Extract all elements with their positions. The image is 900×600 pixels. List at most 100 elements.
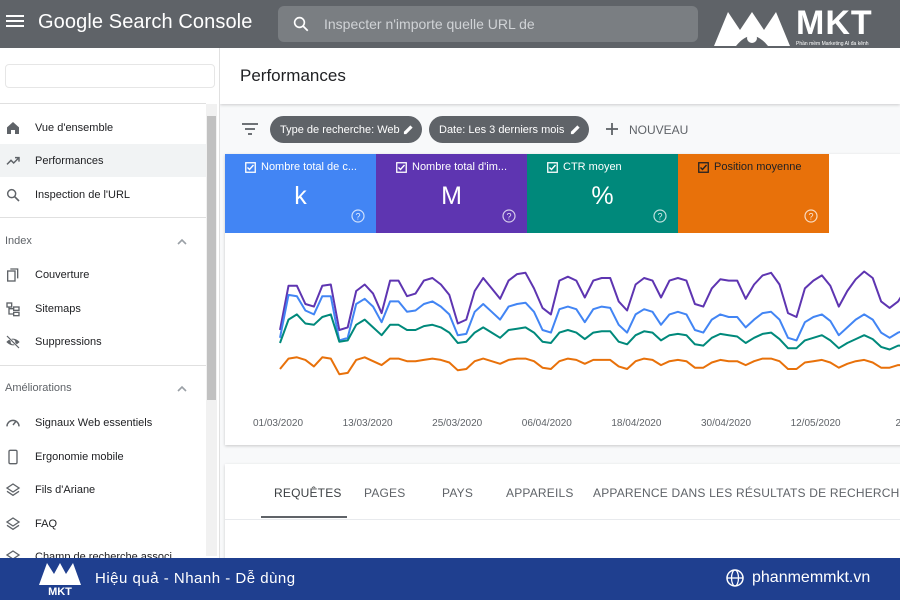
help-circle-icon[interactable]: ? bbox=[502, 209, 516, 223]
x-tick-label: 13/03/2020 bbox=[343, 418, 393, 429]
sidebar-section-title: Index bbox=[5, 235, 32, 247]
active-tab-indicator bbox=[261, 516, 347, 518]
sidebar-item-performance[interactable]: Performances bbox=[0, 144, 206, 177]
property-selector[interactable] bbox=[5, 64, 215, 88]
promo-logo-text: MKT bbox=[48, 586, 72, 597]
sidebar-item-sitemaps[interactable]: Sitemaps bbox=[0, 292, 206, 325]
chevron-up-icon bbox=[177, 385, 187, 392]
hamburger-menu-icon[interactable] bbox=[6, 12, 24, 30]
trending-up-icon bbox=[6, 156, 20, 165]
metric-tile-0[interactable]: Nombre total de c... k? bbox=[225, 154, 376, 233]
plus-icon bbox=[606, 123, 618, 135]
tabs-divider bbox=[225, 519, 900, 520]
series-line-0 bbox=[279, 270, 900, 331]
sidebar-item-core-web-vitals[interactable]: Signaux Web essentiels bbox=[0, 406, 206, 439]
x-tick-label: 25/03/2020 bbox=[432, 418, 482, 429]
promo-banner: MKT Hiệu quả - Nhanh - Dễ dùng phanmemmk… bbox=[0, 558, 900, 600]
filter-icon[interactable] bbox=[242, 122, 258, 136]
sidebar-item-label: Fils d'Ariane bbox=[35, 483, 96, 496]
sidebar-item-breadcrumbs[interactable]: Fils d'Ariane bbox=[0, 473, 206, 506]
filter-bar: Type de recherche: Web Date: Les 3 derni… bbox=[220, 110, 900, 150]
file-copy-icon bbox=[6, 267, 19, 282]
tab-countries[interactable]: PAYS bbox=[442, 486, 474, 500]
sidebar-scrollbar[interactable] bbox=[206, 104, 217, 556]
sidebar-item-coverage[interactable]: Couverture bbox=[0, 258, 206, 291]
chip-label: Date: Les 3 derniers mois bbox=[439, 123, 565, 136]
edit-pencil-icon bbox=[403, 125, 413, 135]
sidebar-item-label: FAQ bbox=[35, 517, 58, 530]
search-type-filter-chip[interactable]: Type de recherche: Web bbox=[270, 116, 422, 143]
page-title: Performances bbox=[240, 66, 346, 85]
layers-icon bbox=[5, 482, 21, 496]
svg-text:?: ? bbox=[808, 212, 813, 222]
home-icon bbox=[7, 121, 19, 134]
performance-chart-card: Nombre total de c... k? Nombre total d'im.… bbox=[225, 154, 900, 445]
sidebar-scrollbar-thumb[interactable] bbox=[207, 116, 216, 400]
metric-value: M bbox=[441, 182, 462, 210]
report-tabs-card: REQUÊTES PAGES PAYS APPAREILS APPARENCE … bbox=[225, 464, 900, 560]
mkt-logo-text: MKT bbox=[796, 4, 873, 42]
promo-website[interactable]: phanmemmkt.vn bbox=[752, 569, 871, 586]
metric-tile-2[interactable]: CTR moyen%? bbox=[527, 154, 678, 233]
sidebar-item-removals[interactable]: Suppressions bbox=[0, 325, 206, 358]
x-tick-label: 06/04/2020 bbox=[522, 418, 572, 429]
x-tick-label: 18/04/2020 bbox=[611, 418, 661, 429]
search-input[interactable] bbox=[324, 12, 684, 36]
tab-pages[interactable]: PAGES bbox=[364, 486, 406, 500]
metric-name: Nombre total de c... bbox=[261, 161, 357, 173]
sidebar-item-label: Vue d'ensemble bbox=[35, 121, 114, 134]
sidebar-item-url-inspection[interactable]: Inspection de l'URL bbox=[0, 178, 206, 211]
search-icon bbox=[6, 188, 20, 202]
checkbox-checked-icon[interactable] bbox=[396, 162, 407, 173]
sidebar-divider bbox=[0, 103, 206, 104]
sidebar-item-label: Couverture bbox=[35, 268, 90, 281]
sidebar-section-index[interactable]: Index bbox=[0, 230, 206, 254]
metric-value: k bbox=[294, 182, 307, 210]
series-line-1 bbox=[279, 293, 900, 342]
main-content: Performances Type de recherche: Web Date… bbox=[220, 48, 900, 560]
sitemap-icon bbox=[6, 301, 20, 316]
tab-search-appearance[interactable]: APPARENCE DANS LES RÉSULTATS DE RECHERCH… bbox=[593, 486, 900, 500]
sidebar-item-mobile-usability[interactable]: Ergonomie mobile bbox=[0, 440, 206, 473]
svg-text:?: ? bbox=[506, 212, 511, 222]
checkbox-checked-icon[interactable] bbox=[547, 162, 558, 173]
metric-tile-1[interactable]: Nombre total d'im... M? bbox=[376, 154, 527, 233]
tab-queries[interactable]: REQUÊTES bbox=[274, 486, 342, 500]
layers-icon bbox=[5, 516, 21, 530]
date-filter-chip[interactable]: Date: Les 3 derniers mois bbox=[429, 116, 589, 143]
smartphone-icon bbox=[8, 449, 18, 464]
help-circle-icon[interactable]: ? bbox=[804, 209, 818, 223]
edit-pencil-icon bbox=[570, 125, 580, 135]
metric-name: CTR moyen bbox=[563, 161, 622, 173]
series-line-3 bbox=[279, 356, 900, 376]
x-tick-label: 12/05/2020 bbox=[791, 418, 841, 429]
app-title: Google Search Console bbox=[38, 11, 253, 33]
checkbox-checked-icon[interactable] bbox=[698, 162, 709, 173]
new-filter-button[interactable]: NOUVEAU bbox=[602, 116, 712, 143]
sidebar-item-overview[interactable]: Vue d'ensemble bbox=[0, 111, 206, 144]
chip-label: Type de recherche: Web bbox=[280, 123, 400, 136]
sidebar-item-label: Signaux Web essentiels bbox=[35, 416, 153, 429]
sidebar-divider bbox=[0, 365, 206, 366]
performance-line-chart: 01/03/2020 13/03/2020 25/03/2020 06/04/2020… bbox=[253, 270, 900, 429]
sidebar-section-title: Améliorations bbox=[5, 382, 72, 394]
sidebar-item-faq[interactable]: FAQ bbox=[0, 507, 206, 540]
chevron-up-icon bbox=[177, 238, 187, 245]
sidebar-item-sitelinks-searchbox[interactable]: Champ de recherche associ bbox=[0, 540, 206, 560]
svg-text:?: ? bbox=[355, 212, 360, 222]
help-circle-icon[interactable]: ? bbox=[653, 209, 667, 223]
tab-devices[interactable]: APPAREILS bbox=[506, 486, 574, 500]
sidebar-item-label: Performances bbox=[35, 154, 104, 167]
mkt-logo-tagline: Phần mềm Marketing AI đa kênh bbox=[796, 41, 869, 47]
x-tick-label: 24/0 bbox=[895, 418, 900, 429]
checkbox-checked-icon[interactable] bbox=[245, 162, 256, 173]
help-circle-icon[interactable]: ? bbox=[351, 209, 365, 223]
sidebar-item-label: Inspection de l'URL bbox=[35, 188, 131, 201]
url-inspection-search[interactable] bbox=[278, 6, 698, 42]
new-filter-label: NOUVEAU bbox=[629, 123, 689, 137]
metric-value: % bbox=[591, 182, 614, 210]
metric-tile-3[interactable]: Position moyenne? bbox=[678, 154, 829, 233]
page-header: Performances bbox=[220, 48, 900, 104]
eye-off-icon bbox=[6, 334, 20, 349]
sidebar-section-enhancements[interactable]: Améliorations bbox=[0, 377, 206, 401]
